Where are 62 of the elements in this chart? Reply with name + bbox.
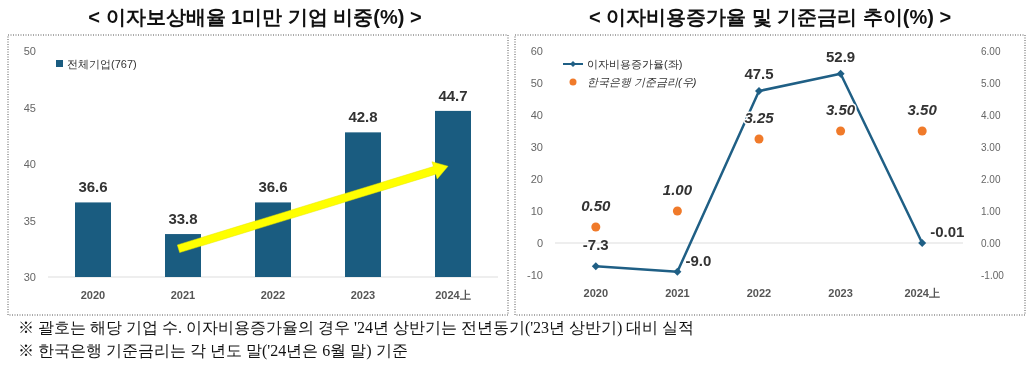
text: ※ 한국은행 기준금리는 각 년도 말('24년은 6월 말) 기준 [18, 342, 408, 360]
y-tick-label: 45 [23, 101, 36, 114]
y-tick-label: 30 [530, 141, 543, 153]
y-tick-label: 50 [530, 77, 543, 89]
y-tick-label: 20 [530, 173, 543, 185]
x-tick-label: 2022 [746, 287, 772, 299]
chart-title: < 이자보상배율 1미만 기업 비중(%) > [88, 6, 422, 28]
point [591, 262, 600, 271]
legend-label: 전체기업(767) [67, 58, 137, 70]
y2-tick-label: 5.00 [981, 78, 1001, 89]
y-tick-label: 50 [23, 45, 36, 57]
y2-tick-label: 1.00 [981, 206, 1001, 217]
data-label: -9.0 [685, 251, 712, 269]
point [673, 267, 682, 276]
data-label: 47.5 [744, 65, 774, 82]
y2-tick-label: 4.00 [981, 110, 1001, 121]
data-label: 36.6 [258, 178, 288, 196]
x-tick-label: 2023 [828, 287, 853, 299]
x-tick-label: 2024上 [904, 287, 940, 299]
data-label: 0.50 [581, 197, 612, 214]
y-tick-label: 40 [530, 109, 543, 121]
data-label: 52.9 [826, 47, 856, 65]
y-tick-label: 30 [23, 271, 36, 283]
x-tick-label: 2023 [350, 289, 376, 301]
text: ※ 괄호는 해당 기업 수. 이자비용증가율의 경우 '24년 상반기는 전년동기('23년 상반기) 대비 실적 [18, 319, 695, 337]
point [754, 134, 764, 144]
y-tick-label: -10 [527, 269, 543, 281]
point [672, 206, 682, 216]
data-label: 44.7 [438, 86, 468, 104]
x-tick-label: 2021 [665, 287, 690, 299]
chart-title: < 이자비용증가율 및 기준금리 추이(%) > [588, 6, 952, 28]
x-tick-label: 2024上 [435, 289, 471, 301]
data-label: 3.50 [826, 101, 856, 118]
point [917, 126, 927, 136]
data-label: 33.8 [168, 210, 198, 228]
data-label: 3.50 [907, 101, 938, 118]
y-tick-label: 0 [536, 237, 543, 249]
point [918, 239, 927, 248]
y-tick-label: 60 [530, 45, 543, 57]
y-tick-label: 40 [23, 158, 36, 170]
y2-tick-label: -1.00 [981, 270, 1005, 281]
point [591, 222, 601, 232]
data-label: 42.8 [348, 108, 378, 126]
legend-label: 한국은행 기준금리(우) [587, 76, 697, 88]
point [836, 126, 846, 136]
x-tick-label: 2020 [80, 289, 106, 301]
data-label: -7.3 [582, 236, 609, 254]
y-tick-label: 35 [23, 214, 36, 227]
x-tick-label: 2021 [170, 289, 196, 301]
y2-tick-label: 0.00 [981, 238, 1001, 249]
y2-tick-label: 6.00 [981, 46, 1001, 57]
data-label: -0.01 [930, 223, 965, 241]
y-tick-label: 10 [530, 205, 543, 217]
x-tick-label: 2022 [260, 289, 286, 301]
data-label: 1.00 [662, 181, 693, 198]
y2-tick-label: 3.00 [981, 142, 1001, 153]
point [755, 87, 763, 95]
point [836, 69, 845, 78]
y2-tick-label: 2.00 [981, 174, 1001, 185]
x-tick-label: 2020 [583, 287, 609, 299]
data-label: 36.6 [78, 178, 108, 196]
legend-label: 이자비용증가율(좌) [587, 58, 683, 70]
